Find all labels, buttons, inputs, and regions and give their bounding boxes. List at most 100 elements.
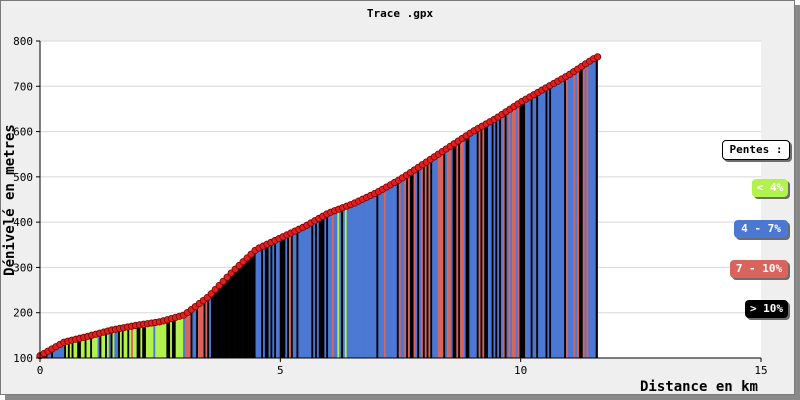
slope-bar: [417, 167, 420, 358]
slope-bar: [242, 261, 245, 358]
slope-bar: [329, 212, 333, 358]
slope-bar: [80, 337, 84, 358]
slope-bar: [73, 339, 76, 358]
slope-bar: [422, 163, 426, 358]
slope-bar: [426, 161, 429, 358]
slope-bar: [409, 172, 413, 358]
slope-bar: [341, 207, 344, 358]
slope-bar: [305, 225, 308, 358]
slope-bar: [424, 162, 427, 358]
slope-bar: [452, 144, 455, 358]
slope-bar: [199, 302, 202, 358]
slope-bar: [573, 71, 576, 358]
slope-bar: [114, 329, 117, 358]
slope-bar: [64, 341, 67, 358]
slope-bar: [558, 80, 561, 359]
slope-bar: [333, 210, 336, 358]
frame-shadow-right: [795, 5, 800, 400]
slope-bar: [125, 327, 128, 358]
slope-bar: [212, 291, 216, 358]
slope-bar: [552, 83, 556, 358]
slope-bar: [415, 168, 418, 358]
slope-bar: [251, 252, 255, 358]
slope-bar: [486, 123, 489, 359]
x-tick-label: 5: [277, 364, 284, 377]
slope-bar: [463, 136, 466, 358]
slope-bar: [443, 150, 446, 358]
slope-bar: [398, 179, 401, 358]
slope-bar: [214, 289, 217, 358]
slope-bar: [171, 318, 175, 358]
slope-bar: [166, 319, 169, 358]
slope-bar: [315, 220, 318, 358]
slope-bar: [421, 164, 424, 358]
legend-item: < 4%: [752, 179, 788, 197]
y-tick-label: 700: [13, 80, 33, 93]
slope-bar: [571, 72, 574, 358]
slope-bar: [181, 315, 184, 358]
slope-bar: [71, 340, 74, 358]
slope-bar: [227, 275, 230, 358]
slope-bar: [519, 102, 522, 358]
slope-bar: [484, 124, 487, 358]
slope-bar: [134, 325, 137, 358]
slope-bar: [183, 315, 186, 358]
slope-bar: [354, 202, 357, 358]
slope-bar: [106, 331, 110, 358]
slope-bar: [175, 317, 178, 358]
slope-bar: [231, 271, 234, 358]
slope-bar: [95, 333, 98, 358]
slope-bar: [497, 116, 500, 358]
slope-bar: [584, 63, 587, 358]
slope-bar: [66, 341, 69, 358]
slope-bar: [543, 88, 546, 358]
slope-bar: [376, 192, 379, 358]
slope-bar: [58, 344, 61, 358]
slope-bar: [67, 340, 71, 358]
slope-bar: [289, 233, 292, 358]
slope-bar: [513, 105, 517, 358]
slope-bar: [480, 126, 483, 358]
slope-bar: [593, 58, 597, 359]
slope-bar: [523, 100, 526, 358]
slope-bar: [428, 160, 431, 358]
slope-bar: [210, 293, 214, 358]
slope-bar: [383, 188, 386, 358]
slope-bar: [588, 61, 591, 359]
slope-bar: [51, 348, 54, 358]
slope-bar: [86, 336, 89, 358]
slope-bar: [294, 230, 297, 358]
frame-shadow-bottom: [5, 395, 800, 400]
slope-bar: [216, 287, 219, 358]
slope-bar: [469, 133, 472, 358]
slope-bar: [250, 254, 253, 358]
slope-bar: [119, 328, 123, 358]
slope-bar: [549, 85, 552, 358]
slope-bar: [394, 181, 398, 358]
slope-bar: [575, 70, 578, 358]
slope-bar: [374, 193, 377, 358]
slope-bar: [465, 135, 468, 358]
slope-bar: [300, 228, 303, 358]
slope-bar: [359, 200, 362, 358]
slope-bar: [495, 118, 498, 359]
slope-bar: [49, 349, 52, 358]
slope-bar: [419, 166, 422, 358]
slope-bar: [147, 323, 150, 358]
slope-bar: [445, 149, 448, 358]
slope-bar: [578, 67, 582, 359]
slope-bar: [264, 244, 268, 358]
slope-bar: [112, 329, 115, 358]
slope-bar: [342, 207, 346, 358]
slope-bar: [348, 205, 351, 358]
slope-bar: [268, 243, 271, 358]
slope-bar: [60, 343, 63, 358]
slope-bar: [162, 320, 165, 358]
slope-bar: [556, 81, 559, 359]
slope-bar: [551, 84, 554, 358]
slope-bar: [145, 323, 149, 358]
slope-bar: [474, 129, 478, 358]
slope-bar: [263, 245, 266, 358]
slope-bar: [337, 209, 340, 358]
